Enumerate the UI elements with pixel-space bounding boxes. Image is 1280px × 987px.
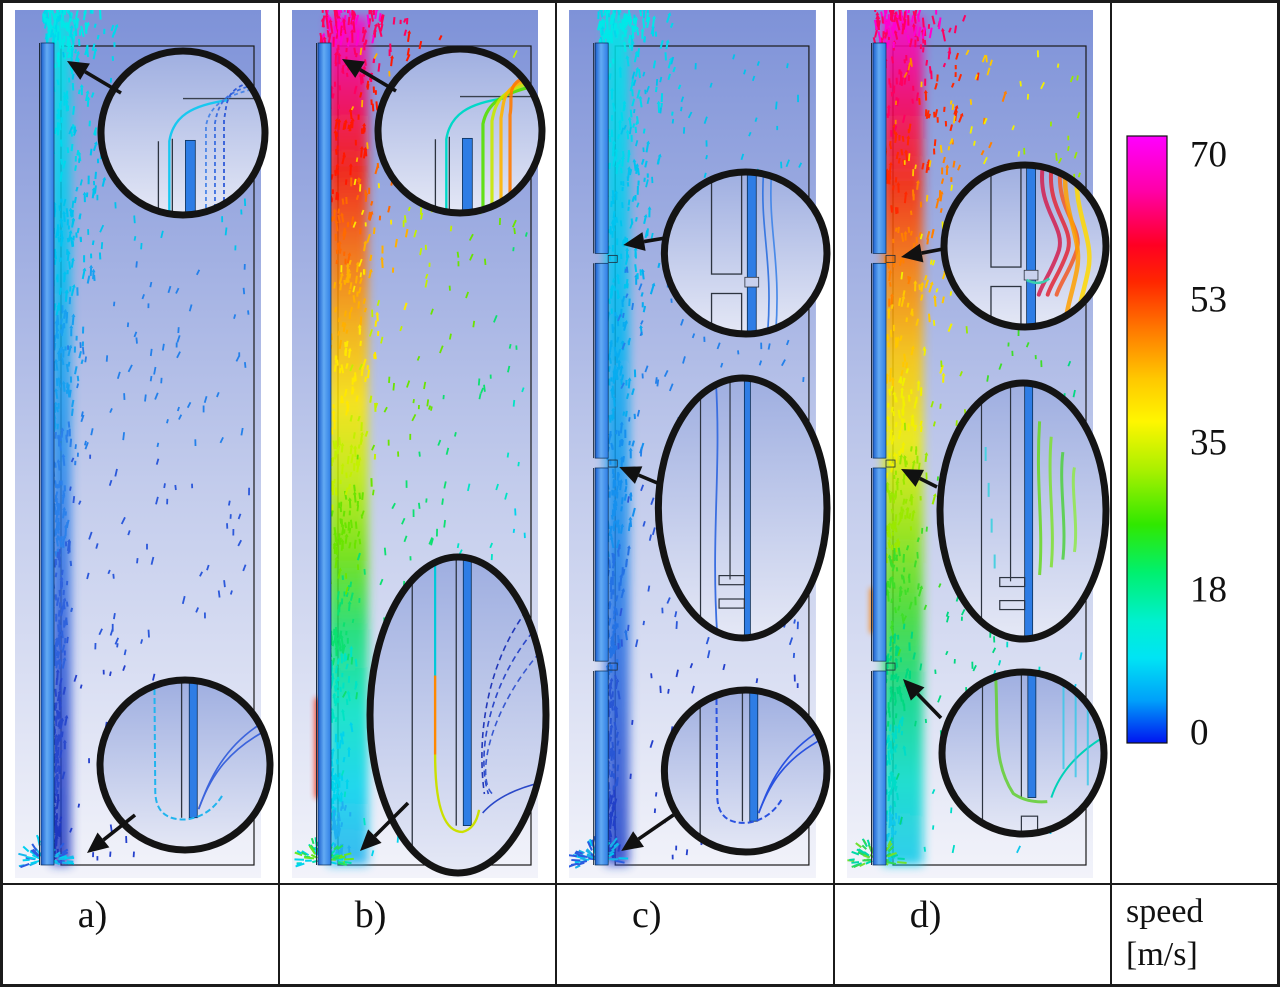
panel-c (557, 3, 835, 883)
colorbar-tick-18: 18 (1190, 569, 1227, 610)
colorbar-tick-35: 35 (1190, 422, 1227, 463)
panel-d-label: d) (909, 894, 942, 936)
colorbar-tick-70: 70 (1190, 134, 1227, 175)
panel-a-label-cell: a) (3, 883, 280, 984)
panel-c-label-cell: c) (557, 883, 835, 984)
panel-d (835, 3, 1112, 883)
colorbar-tick-53: 53 (1190, 279, 1227, 320)
panel-d-vector-plot (847, 10, 1110, 878)
panel-c-label: c) (632, 894, 662, 936)
panel-c-vector-plot (569, 10, 831, 878)
panel-a-vector-plot (15, 10, 274, 878)
panel-d-label-cell: d) (835, 883, 1112, 984)
panel-b-vector-plot (292, 10, 550, 878)
legend-title-line2: [m/s] (1126, 935, 1198, 973)
panel-a-label: a) (77, 894, 108, 936)
panel-b-label-cell: b) (280, 883, 557, 984)
legend-title-cell: speed [m/s] (1112, 883, 1277, 984)
colorbar-cell: 70 53 35 18 0 (1112, 3, 1277, 883)
panel-b-label: b) (354, 894, 387, 936)
panel-a (3, 3, 280, 883)
colorbar-tick-0: 0 (1190, 712, 1209, 753)
legend-title-line1: speed (1126, 893, 1204, 930)
speed-colorbar: 70 53 35 18 0 (1126, 134, 1227, 753)
panel-b (280, 3, 557, 883)
